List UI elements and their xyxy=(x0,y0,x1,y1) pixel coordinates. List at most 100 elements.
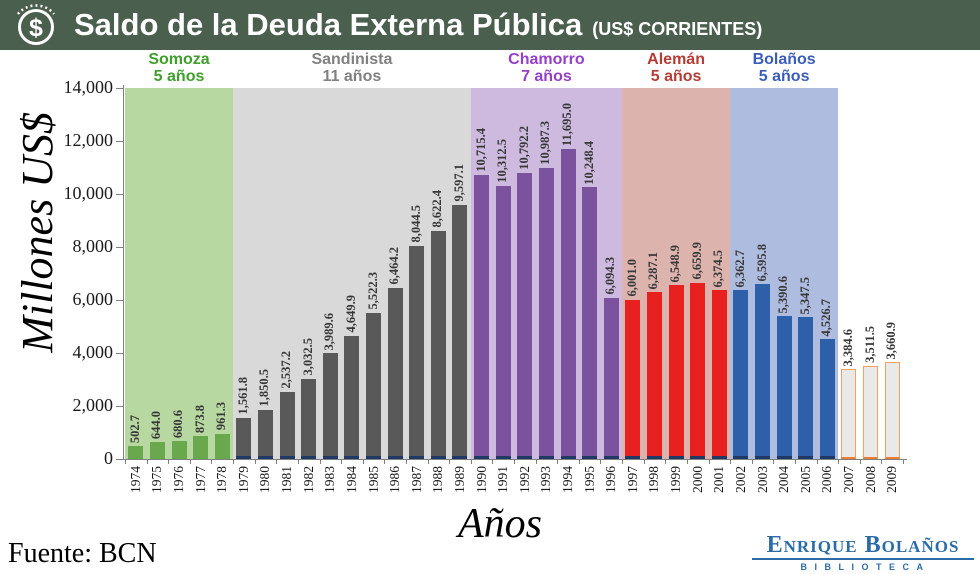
bar-value-1997: 6,001.0 xyxy=(624,259,639,297)
period-band-somoza xyxy=(125,88,234,459)
y-tick xyxy=(116,300,124,301)
x-tick-label-1978: 1978 xyxy=(214,466,230,493)
x-tick xyxy=(794,459,796,464)
bar-2003 xyxy=(755,284,771,459)
bar-value-1975: 644.0 xyxy=(149,410,164,439)
x-tick-label-1976: 1976 xyxy=(171,466,187,493)
y-tick-label: 6,000 xyxy=(72,289,114,309)
bar-2000 xyxy=(690,282,706,459)
x-tick-label-1974: 1974 xyxy=(127,466,143,493)
x-tick xyxy=(686,459,688,464)
logo-subtitle: BIBLIOTECA xyxy=(800,562,931,573)
x-tick-label-2002: 2002 xyxy=(732,466,748,493)
bar-1979 xyxy=(236,417,252,459)
x-tick xyxy=(881,459,883,464)
x-tick-label-2001: 2001 xyxy=(711,466,727,493)
x-tick xyxy=(492,459,494,464)
bar-1997 xyxy=(625,299,641,459)
bar-1996 xyxy=(603,297,619,459)
x-tick-label-1983: 1983 xyxy=(322,466,338,493)
x-tick-label-1982: 1982 xyxy=(300,466,316,493)
x-tick-label-1994: 1994 xyxy=(560,466,576,493)
x-tick xyxy=(838,459,840,464)
y-tick xyxy=(116,247,124,248)
bar-value-1992: 10,792.2 xyxy=(516,126,531,171)
x-tick-label-1998: 1998 xyxy=(646,466,662,493)
x-tick xyxy=(189,459,191,464)
bar-value-2004: 5,390.6 xyxy=(776,275,791,314)
bar-value-1996: 6,094.3 xyxy=(603,257,618,295)
bar-value-1987: 8,044.5 xyxy=(408,205,423,243)
x-tick xyxy=(514,459,515,464)
y-tick xyxy=(116,406,124,407)
bar-2007 xyxy=(841,369,857,459)
x-tick xyxy=(600,459,602,464)
bar-1998 xyxy=(646,292,662,459)
x-tick-label-2003: 2003 xyxy=(754,466,770,493)
x-tick xyxy=(708,459,710,464)
y-tick xyxy=(116,88,124,89)
x-tick xyxy=(125,459,126,464)
x-tick xyxy=(341,459,343,464)
bar-value-1981: 2,537.2 xyxy=(279,351,294,389)
y-tick xyxy=(116,459,124,460)
x-tick-label-1992: 1992 xyxy=(516,466,532,493)
period-label-somoza: Somoza 5 años xyxy=(148,51,210,85)
bar-value-1986: 6,464.2 xyxy=(387,247,402,285)
x-tick-label-1977: 1977 xyxy=(192,466,208,493)
dollar-coin-icon: $ xyxy=(8,0,64,53)
bar-1991 xyxy=(495,185,511,459)
bar-2001 xyxy=(711,290,727,459)
bar-value-1990: 10,715.4 xyxy=(473,128,488,173)
bar-value-1998: 6,287.1 xyxy=(646,251,661,290)
x-tick xyxy=(730,459,732,464)
bar-value-2005: 5,347.5 xyxy=(797,276,812,315)
bar-value-1995: 10,248.4 xyxy=(581,140,596,185)
bar-1987 xyxy=(409,245,425,459)
x-tick xyxy=(773,459,775,464)
x-tick xyxy=(535,459,537,464)
y-tick-label: 0 xyxy=(104,448,113,468)
x-tick-label-1990: 1990 xyxy=(473,466,489,493)
bar-2009 xyxy=(884,362,900,459)
x-tick xyxy=(168,459,170,464)
x-tick xyxy=(578,459,580,464)
bar-1982 xyxy=(301,378,317,459)
x-tick-label-1995: 1995 xyxy=(581,466,597,493)
x-tick xyxy=(427,459,429,464)
bar-value-2001: 6,374.5 xyxy=(711,249,726,288)
bar-value-1978: 961.3 xyxy=(214,402,229,431)
bar-2008 xyxy=(863,365,879,459)
bar-1984 xyxy=(344,335,360,459)
x-tick xyxy=(643,459,645,464)
page-title: Saldo de la Deuda Externa Pública xyxy=(74,7,583,42)
bar-1974 xyxy=(128,445,144,459)
bar-2004 xyxy=(776,316,792,459)
bar-value-1984: 4,649.9 xyxy=(343,295,358,333)
bar-value-2000: 6,659.9 xyxy=(689,242,704,280)
x-tick-label-1997: 1997 xyxy=(624,466,640,493)
library-logo: Enrique Bolaños BIBLIOTECA xyxy=(752,533,974,572)
x-tick-label-1985: 1985 xyxy=(365,466,381,493)
x-tick xyxy=(622,459,624,464)
x-tick-label-1986: 1986 xyxy=(387,466,403,493)
y-tick-label: 14,000 xyxy=(63,77,114,97)
y-axis-line xyxy=(123,85,124,460)
bar-value-1976: 680.6 xyxy=(171,409,186,438)
bar-1994 xyxy=(560,149,576,459)
bar-1990 xyxy=(474,175,490,459)
source-note: Fuente: BCN xyxy=(8,538,157,569)
y-tick-label: 2,000 xyxy=(72,395,114,415)
x-tick-label-1993: 1993 xyxy=(538,466,554,493)
bar-2002 xyxy=(733,290,749,459)
x-tick-label-2006: 2006 xyxy=(819,466,835,493)
bar-value-2008: 3,511.5 xyxy=(862,326,877,363)
bar-value-2006: 4,526.7 xyxy=(819,298,834,337)
x-tick-label-1984: 1984 xyxy=(343,466,359,493)
x-tick xyxy=(449,459,451,464)
x-tick-label-2008: 2008 xyxy=(862,466,878,493)
bar-value-1979: 1,561.8 xyxy=(235,377,250,415)
bar-1983 xyxy=(322,353,338,459)
y-tick-label: 12,000 xyxy=(63,130,114,150)
